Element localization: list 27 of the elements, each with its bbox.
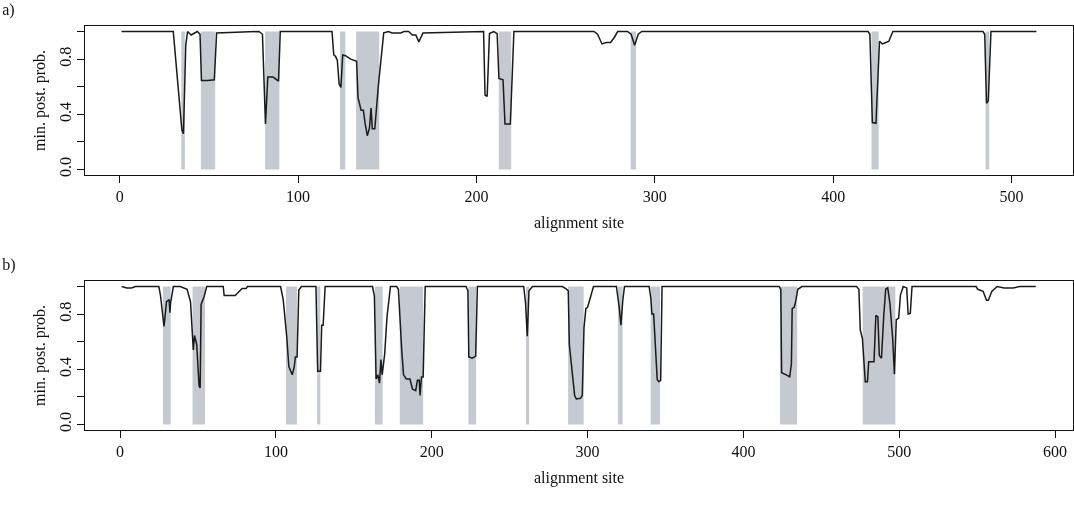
x-tick-label: 200 (419, 443, 444, 461)
y-axis-title: min. post. prob. (31, 305, 50, 406)
x-tick-label: 300 (642, 188, 667, 206)
x-tick-label: 500 (999, 188, 1024, 206)
x-tick-label: 400 (821, 188, 846, 206)
x-tick-label: 0 (115, 188, 124, 206)
x-tick-label: 300 (575, 443, 600, 461)
y-tick-label: 0.8 (56, 301, 74, 322)
x-axis-title: alignment site (533, 213, 625, 232)
x-axis-title: alignment site (533, 468, 625, 487)
x-tick-label: 400 (731, 443, 756, 461)
x-tick-label: 0 (116, 443, 125, 461)
line-series (120, 30, 1038, 137)
chart-title: a) (2, 1, 15, 20)
y-tick-label: 0.0 (56, 412, 74, 433)
x-tick-label: 500 (887, 443, 912, 461)
y-tick-label: 0.4 (56, 356, 74, 377)
y-axis-title: min. post. prob. (31, 50, 50, 151)
x-tick-label: 100 (286, 188, 311, 206)
x-tick-label: 100 (263, 443, 288, 461)
line-series (120, 285, 1037, 400)
x-tick-label: 600 (1043, 443, 1068, 461)
x-tick-label: 200 (464, 188, 489, 206)
y-tick-label: 0.4 (56, 101, 74, 122)
y-tick-label: 0.8 (56, 46, 74, 67)
y-tick-label: 0.0 (56, 157, 74, 178)
chart-title: b) (2, 256, 16, 275)
